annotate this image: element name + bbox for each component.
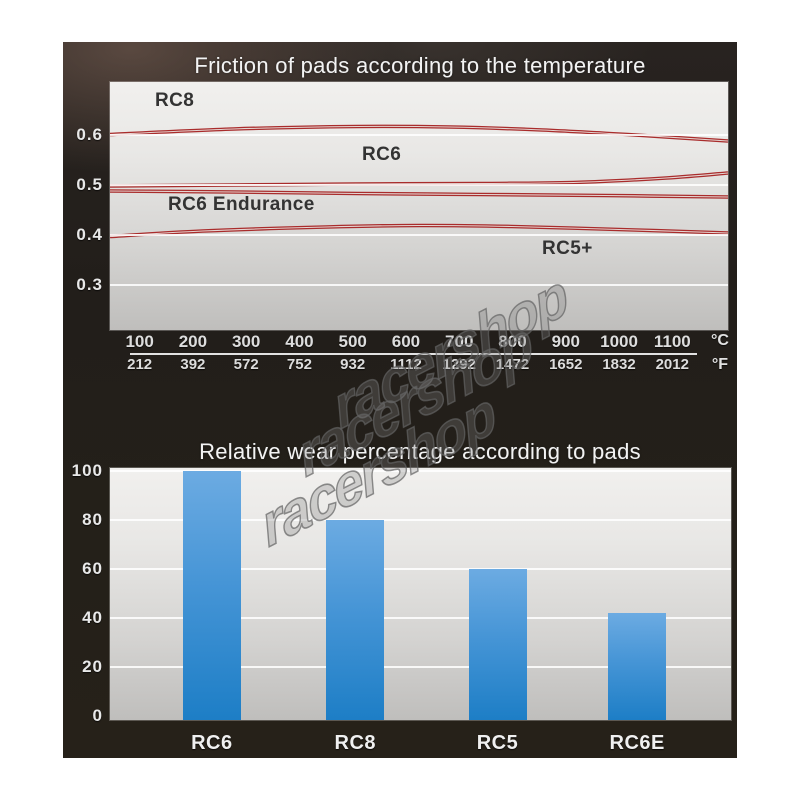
x-tick-f-752: 752 [286, 356, 312, 373]
gridline-100 [110, 470, 731, 472]
wear-y-tick-40: 40 [82, 608, 103, 627]
x-tick-c-500: 500 [338, 332, 367, 351]
unit-celsius-label: °C [711, 332, 729, 349]
wear-y-tick-20: 20 [82, 657, 103, 676]
friction-y-tick-0.3: 0.3 [76, 275, 103, 294]
friction-plot-area: RC8 RC6 RC6 Endurance RC5+ [110, 82, 728, 330]
bar-label-RC6: RC6 [191, 732, 233, 754]
x-tick-f-1472: 1472 [495, 356, 530, 373]
x-tick-f-1652: 1652 [549, 356, 583, 373]
gridline-20 [110, 666, 731, 668]
wear-y-tick-80: 80 [82, 510, 103, 529]
x-tick-c-900: 900 [551, 332, 580, 351]
x-tick-c-1100: 1100 [653, 332, 691, 351]
gridline-40 [110, 617, 731, 619]
x-tick-f-1292: 1292 [442, 356, 476, 373]
friction-y-tick-0.4: 0.4 [76, 225, 103, 244]
gridline-0.4 [110, 234, 728, 236]
series-label-RC6 Endurance: RC6 Endurance [168, 194, 315, 215]
gridline-0.3 [110, 284, 728, 286]
x-tick-f-1112: 1112 [390, 356, 422, 373]
bar-label-RC5: RC5 [476, 732, 519, 754]
x-tick-c-700: 700 [445, 332, 474, 351]
wear-plot-area [110, 468, 731, 720]
bar-RC8 [326, 520, 385, 720]
x-tick-c-100: 100 [125, 332, 154, 351]
gridline-60 [110, 568, 731, 570]
wear-chart-title: Relative wear percentage according to pa… [199, 439, 641, 464]
series-label-RC6: RC6 [362, 144, 402, 165]
axis-divider-line [130, 353, 697, 355]
gridline-0.6 [110, 134, 728, 136]
line-highlight-RC5+ [110, 224, 728, 238]
friction-y-tick-0.5: 0.5 [76, 175, 103, 194]
x-tick-f-572: 572 [233, 356, 259, 373]
x-tick-f-1832: 1832 [602, 356, 636, 373]
bar-RC6E [608, 613, 667, 720]
line-highlight-RC6 Endurance [110, 190, 728, 198]
x-tick-c-200: 200 [178, 332, 208, 351]
x-tick-c-800: 800 [498, 332, 527, 351]
friction-x-axis-celsius: 100 200 300 400 500 600 700 800 900 1000 1100 [113, 332, 699, 352]
bar-RC6 [182, 471, 241, 720]
x-tick-c-1000: 1000 [600, 332, 638, 351]
x-tick-f-2012: 2012 [655, 356, 689, 373]
bar-label-RC8: RC8 [334, 732, 377, 754]
x-tick-c-600: 600 [391, 332, 421, 351]
gridline-0.5 [110, 184, 728, 186]
photo-background: Friction of pads according to the temper… [63, 42, 737, 758]
wear-y-tick-60: 60 [82, 559, 103, 578]
series-label-RC5+: RC5+ [542, 238, 593, 259]
unit-fahrenheit-label: °F [711, 356, 729, 373]
x-tick-c-300: 300 [231, 332, 261, 351]
x-tick-c-400: 400 [285, 332, 314, 351]
x-tick-f-392: 392 [180, 356, 206, 373]
bar-label-RC6E: RC6E [609, 732, 665, 754]
wear-y-tick-100: 100 [71, 461, 103, 480]
series-label-RC8: RC8 [155, 90, 195, 111]
gridline-80 [110, 519, 731, 521]
friction-chart-title: Friction of pads according to the temper… [194, 53, 646, 78]
wear-y-tick-0: 0 [92, 706, 103, 725]
friction-y-tick-0.6: 0.6 [76, 125, 103, 144]
bar-RC5 [468, 569, 527, 720]
friction-x-axis-fahrenheit: 212 392 572 752 932 1112 1292 1472 1652 1832 2012 [113, 356, 699, 373]
x-tick-f-212: 212 [127, 356, 153, 373]
x-tick-f-932: 932 [340, 356, 366, 373]
